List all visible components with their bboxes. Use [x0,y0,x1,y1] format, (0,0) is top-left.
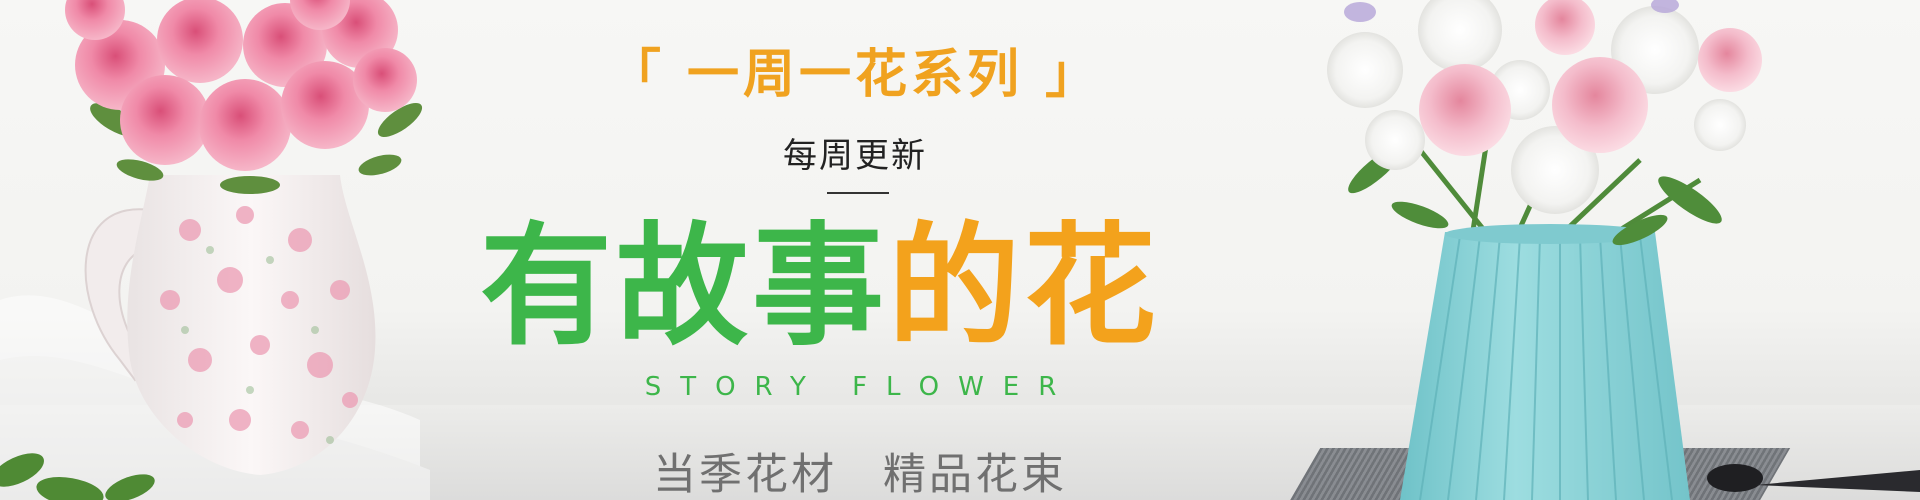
blue-ribbed-vase [1400,224,1690,500]
headline-english: STORY FLOWER [644,372,1076,402]
divider-line [827,192,889,194]
lilac-petals [1344,0,1679,22]
headline-orange: 的花 [888,210,1160,364]
floral-pitcher [84,175,376,475]
scissors [1707,464,1920,492]
foreground-leaves [0,453,155,500]
pink-roses [65,0,417,171]
headline-green: 有故事 [480,210,888,364]
headline: 有故事的花 [480,212,1260,362]
tagline: 当季花材 精品花束 [653,450,1067,500]
weekly-update-label: 每周更新 [783,136,927,176]
pale-pink-roses [1419,0,1762,156]
series-title: 「 一周一花系列 」 [608,45,1102,105]
